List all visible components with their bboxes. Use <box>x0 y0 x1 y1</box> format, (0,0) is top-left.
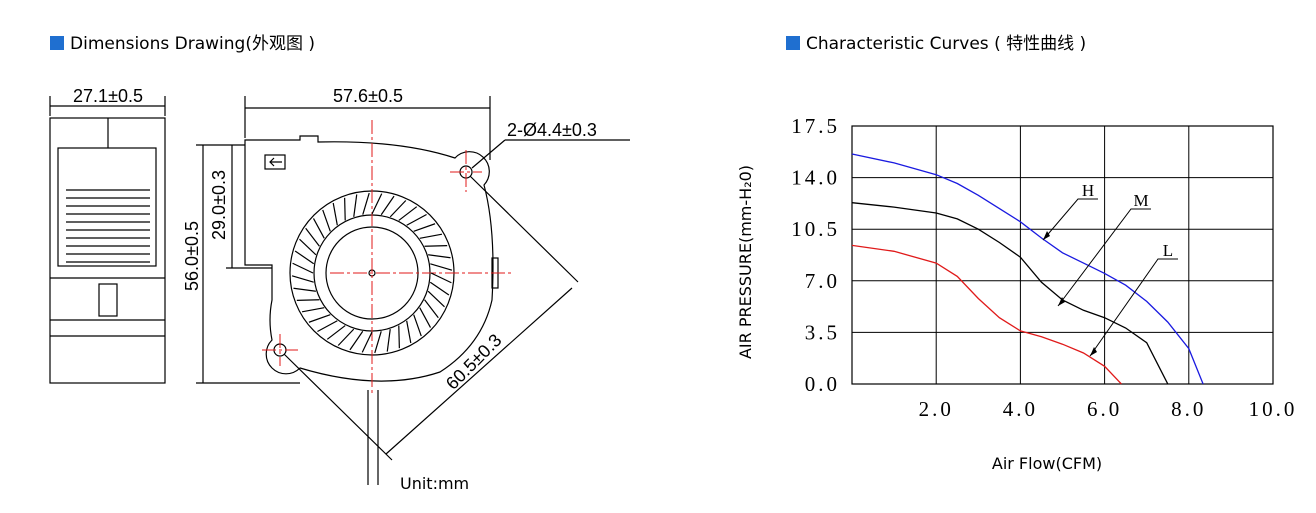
blade <box>344 197 346 221</box>
blade <box>308 314 331 323</box>
blade <box>429 281 450 296</box>
blade <box>293 287 316 292</box>
dimension-label: 60.5±0.3 <box>442 330 506 394</box>
leader-arrow <box>1058 297 1065 306</box>
leader-arrow <box>1043 231 1050 240</box>
curve-label: L <box>1163 241 1173 260</box>
x-tick-label: 4.0 <box>1003 397 1038 421</box>
chart-title: Characteristic Curves ( 特性曲线 ) <box>806 34 1086 54</box>
leader-arrow <box>1090 347 1097 356</box>
blade <box>424 299 439 319</box>
blade <box>361 331 373 353</box>
leader-line <box>1057 208 1151 307</box>
y-tick-label: 0.0 <box>805 372 840 396</box>
x-axis-label: Air Flow(CFM) <box>992 454 1102 473</box>
blade <box>380 195 395 216</box>
blade <box>374 331 382 354</box>
blade <box>406 213 427 226</box>
x-tick-label: 10.0 <box>1249 397 1298 421</box>
curve-label: M <box>1133 191 1148 210</box>
blade <box>349 330 364 351</box>
blade <box>291 275 314 283</box>
blade <box>419 233 443 239</box>
blade <box>305 227 320 247</box>
y-tick-label: 17.5 <box>791 114 840 138</box>
leader-line <box>1089 258 1178 357</box>
plot-frame <box>851 125 1274 385</box>
unit-label: Unit:mm <box>400 474 469 493</box>
blade <box>398 206 418 221</box>
blade <box>413 223 436 232</box>
y-tick-label: 10.5 <box>791 217 840 241</box>
blade <box>413 314 422 337</box>
blade <box>292 262 314 274</box>
blade <box>428 254 451 259</box>
blade <box>332 202 338 226</box>
blade <box>337 328 355 346</box>
x-tick-label: 2.0 <box>919 397 954 421</box>
x-tick-label: 8.0 <box>1171 397 1206 421</box>
curve <box>851 202 1169 385</box>
blade <box>406 320 412 344</box>
blade <box>362 192 370 215</box>
side-view <box>49 96 166 384</box>
curve <box>851 153 1204 385</box>
title-marker <box>50 36 64 50</box>
blade <box>398 325 400 349</box>
y-tick-label: 14.0 <box>791 166 840 190</box>
blade <box>326 325 346 340</box>
blade <box>371 193 383 215</box>
drawing-title: Dimensions Drawing(外观图 ) <box>70 34 315 54</box>
y-tick-label: 7.0 <box>805 269 840 293</box>
blade <box>430 263 453 271</box>
blade <box>427 290 445 308</box>
title-marker <box>786 36 800 50</box>
blade <box>296 299 320 301</box>
dimension-label: 2-Ø4.4±0.3 <box>507 120 597 140</box>
blade <box>386 329 391 352</box>
y-tick-label: 3.5 <box>805 320 840 344</box>
blade <box>353 194 358 217</box>
blade <box>301 307 325 313</box>
blade <box>430 272 452 284</box>
dimension-label: 29.0±0.3 <box>209 170 229 240</box>
blade <box>322 209 331 232</box>
blade <box>389 200 407 218</box>
curve-label: H <box>1082 181 1094 200</box>
y-axis-label: AIR PRESSURE(mm-H₂0) <box>736 165 755 359</box>
dimension-label: 56.0±0.5 <box>182 221 202 291</box>
blade <box>317 320 338 333</box>
leader-line <box>1042 198 1098 241</box>
blade <box>424 245 448 247</box>
dimension-label: 27.1±0.5 <box>73 86 143 106</box>
dimension-label: 57.6±0.5 <box>333 86 403 106</box>
x-tick-label: 6.0 <box>1087 397 1122 421</box>
blade <box>299 238 317 256</box>
blade <box>294 250 315 265</box>
blade <box>312 218 325 239</box>
front-view <box>196 96 630 485</box>
blade <box>419 307 432 328</box>
curve <box>851 244 1122 385</box>
